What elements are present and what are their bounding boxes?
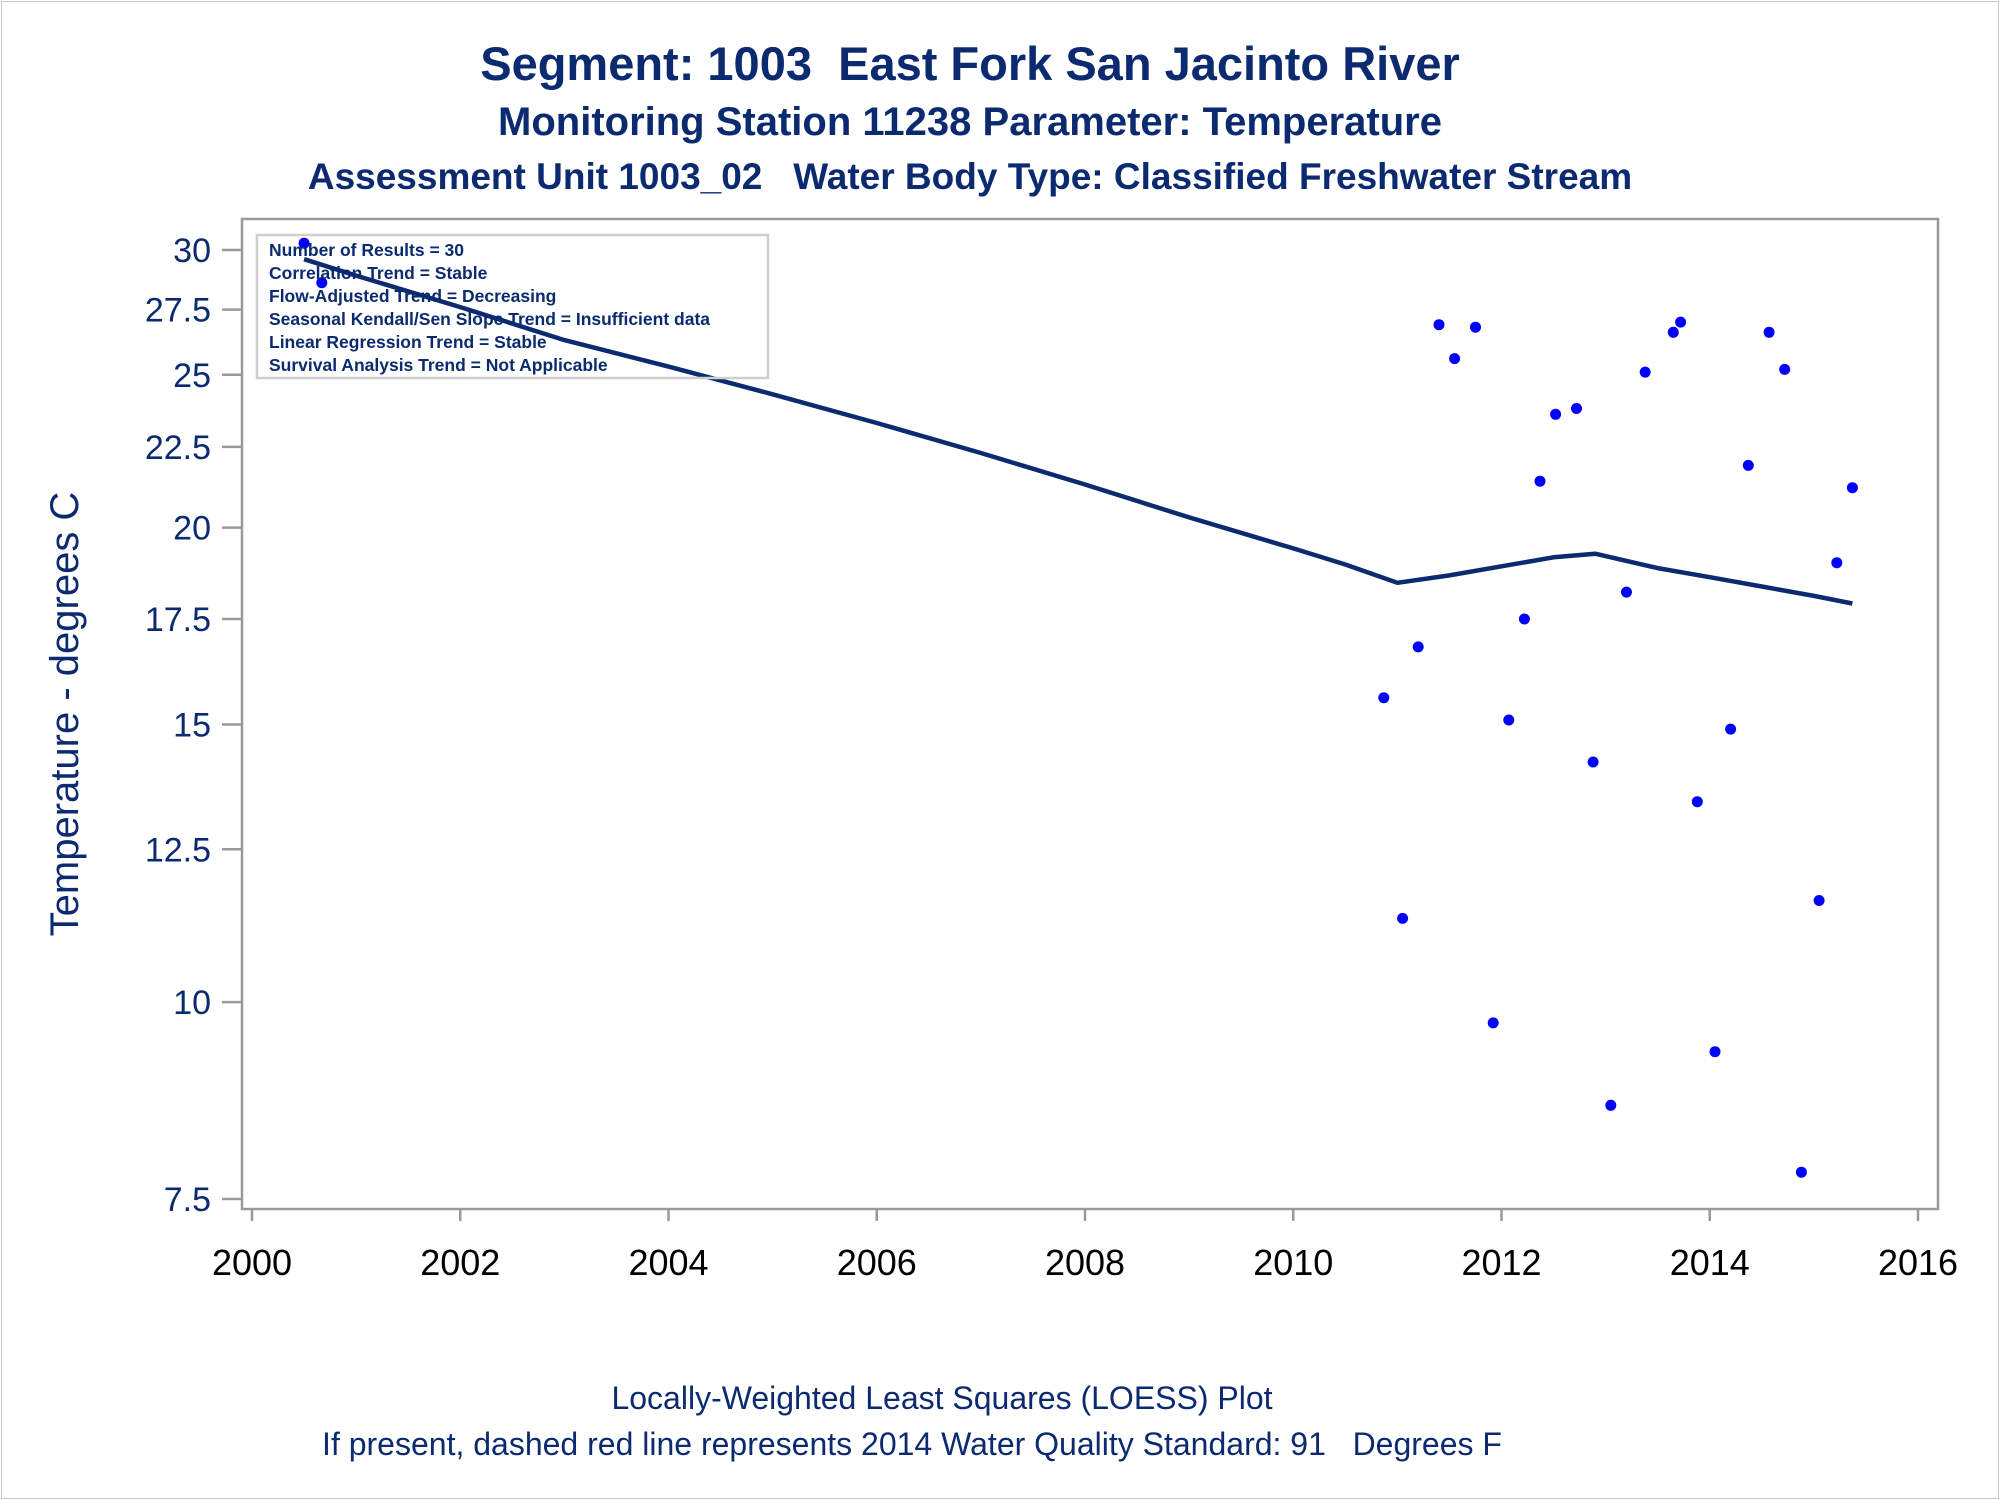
data-point — [1605, 1099, 1617, 1111]
x-tick-label: 2000 — [212, 1242, 292, 1283]
x-axis: 2000 2002 2004 2006 2008 2010 2012 2014 2016 — [212, 1209, 1958, 1283]
loess-line-group — [303, 257, 1853, 606]
data-point — [1449, 353, 1461, 365]
chart-subtitle-assessment: Assessment Unit 1003_02 Water Body Type:… — [307, 156, 1633, 197]
data-point — [1725, 723, 1737, 735]
stats-box-lines: Number of Results = 30 Correlation Trend … — [269, 240, 710, 375]
data-point — [1433, 319, 1445, 331]
data-point — [1412, 641, 1424, 653]
y-tick-label: 17.5 — [145, 601, 211, 639]
data-point — [298, 237, 310, 249]
chart-title: Segment: 1003 East Fork San Jacinto Rive… — [480, 37, 1460, 90]
data-point — [1587, 756, 1599, 768]
x-tick-label: 2004 — [628, 1242, 708, 1283]
data-point — [1621, 586, 1632, 598]
data-point — [1795, 1166, 1807, 1178]
y-tick-label: 22.5 — [145, 429, 211, 467]
footnote-loess: Locally-Weighted Least Squares (LOESS) P… — [611, 1380, 1273, 1416]
data-point — [1846, 482, 1858, 494]
x-tick-label: 2016 — [1878, 1242, 1958, 1283]
data-point — [1534, 475, 1546, 487]
y-tick-label: 12.5 — [145, 831, 211, 869]
data-point — [1779, 363, 1791, 375]
data-point — [1813, 895, 1825, 906]
stats-line: Seasonal Kendall/Sen Slope Trend = Insuf… — [269, 309, 710, 329]
y-tick-label: 20 — [173, 510, 211, 548]
stats-line: Survival Analysis Trend = Not Applicable — [269, 355, 608, 375]
y-tick-label: 27.5 — [145, 292, 211, 330]
chart-subtitle-station: Monitoring Station 11238 Parameter: Temp… — [498, 100, 1442, 144]
data-point — [1742, 459, 1754, 471]
x-tick-label: 2012 — [1461, 1242, 1541, 1283]
plot-area — [240, 217, 1940, 1211]
data-point — [1639, 366, 1651, 378]
data-point — [1470, 321, 1481, 333]
data-point — [1518, 613, 1530, 625]
x-tick-label: 2006 — [837, 1242, 917, 1283]
data-point — [1667, 326, 1679, 338]
data-point — [1487, 1017, 1499, 1029]
loess-line — [303, 257, 1853, 606]
y-axis: 7.5 10 12.5 15 17.5 20 22.5 25 27.5 30 — [145, 232, 242, 1219]
data-point — [1550, 408, 1562, 420]
data-point — [1503, 714, 1515, 726]
stats-line: Flow-Adjusted Trend = Decreasing — [269, 286, 556, 306]
stats-line: Correlation Trend = Stable — [269, 263, 488, 283]
data-point — [1397, 912, 1409, 924]
y-tick-label: 7.5 — [164, 1181, 211, 1219]
footnote-standard: If present, dashed red line represents 2… — [322, 1426, 1502, 1462]
x-tick-label: 2010 — [1253, 1242, 1333, 1283]
stats-box-border — [255, 233, 770, 380]
data-point — [1709, 1046, 1721, 1058]
y-axis-label: Temperature - degrees C — [43, 492, 87, 937]
stats-line: Number of Results = 30 — [269, 240, 464, 260]
y-tick-label: 15 — [173, 707, 211, 745]
data-point — [1571, 403, 1582, 414]
x-tick-label: 2008 — [1045, 1242, 1125, 1283]
y-tick-label: 25 — [173, 357, 211, 395]
data-point — [1675, 316, 1687, 328]
data-point — [1378, 692, 1390, 704]
y-tick-label: 10 — [173, 984, 211, 1022]
data-point — [1831, 557, 1843, 569]
x-tick-label: 2002 — [420, 1242, 500, 1283]
y-tick-label: 30 — [173, 232, 211, 270]
data-point — [1691, 796, 1703, 808]
scatter-points — [298, 237, 1858, 1178]
data-point — [1763, 326, 1775, 338]
x-tick-label: 2014 — [1670, 1242, 1750, 1283]
stats-box: Number of Results = 30 Correlation Trend … — [255, 233, 770, 380]
stats-line: Linear Regression Trend = Stable — [269, 332, 547, 352]
data-point — [316, 277, 328, 289]
